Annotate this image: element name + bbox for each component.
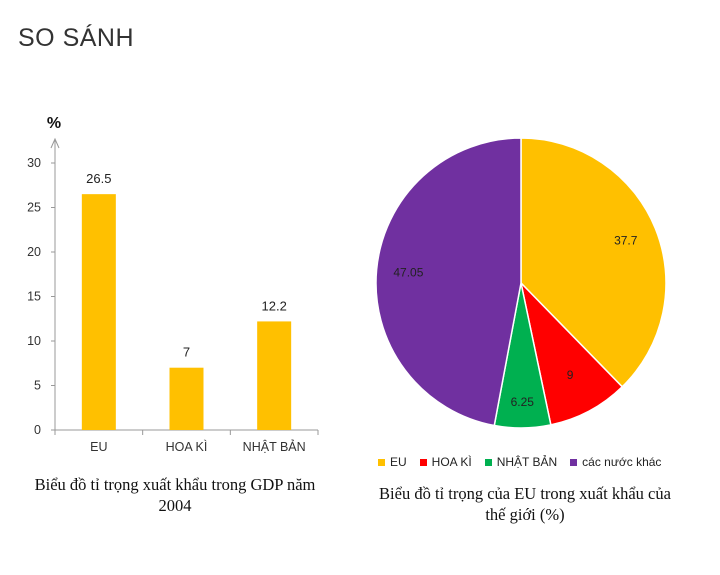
pie-legend: EU HOA KÌ NHẬT BẢN các nước khác: [378, 455, 661, 469]
y-tick-label: 10: [27, 334, 41, 348]
legend-label: EU: [390, 455, 407, 469]
bar: [169, 367, 204, 430]
pie-slice: [520, 137, 667, 388]
bar-chart-caption: Biểu đồ tỉ trọng xuất khẩu trong GDP năm…: [34, 475, 316, 515]
pie-value-label: 47.05: [393, 266, 423, 280]
pie-value-label: 9: [567, 368, 574, 382]
y-axis-label: %: [47, 115, 61, 132]
legend-item: HOA KÌ: [419, 455, 472, 469]
legend-swatch: [484, 458, 492, 466]
legend-swatch: [419, 458, 427, 466]
pie-slice: [519, 280, 624, 426]
y-tick-label: 30: [27, 156, 41, 170]
bar-value-label: 7: [183, 345, 190, 360]
bar: [81, 194, 116, 430]
bar-value-label: 26.5: [86, 171, 111, 186]
y-tick-label: 20: [27, 245, 41, 259]
y-tick-label: 5: [34, 379, 41, 393]
legend-item: NHẬT BẢN: [484, 455, 558, 469]
bar-value-label: 12.2: [262, 298, 287, 313]
legend-label: NHẬT BẢN: [496, 455, 558, 469]
bar: [257, 321, 292, 430]
y-axis-arrow: [50, 137, 60, 149]
legend-swatch: [570, 458, 578, 466]
x-category-label: EU: [90, 440, 107, 454]
y-tick-label: 0: [34, 423, 41, 437]
pie-chart-caption: Biểu đồ tỉ trọng của EU trong xuất khẩu …: [379, 484, 671, 524]
legend-item: EU: [378, 455, 407, 469]
x-category-label: HOA KÌ: [166, 439, 208, 454]
pie-slice: [375, 137, 522, 427]
legend-label: các nước khác: [582, 455, 662, 469]
y-tick-label: 25: [27, 201, 41, 215]
page-title: SO SÁNH: [18, 24, 135, 52]
pie-value-label: 6.25: [511, 395, 535, 409]
y-tick-label: 15: [27, 290, 41, 304]
x-category-label: NHẬT BẢN: [243, 439, 306, 454]
pie-value-label: 37.7: [614, 233, 638, 247]
legend-item: các nước khác: [570, 455, 661, 469]
legend-label: HOA KÌ: [431, 455, 472, 469]
legend-swatch: [378, 458, 385, 466]
